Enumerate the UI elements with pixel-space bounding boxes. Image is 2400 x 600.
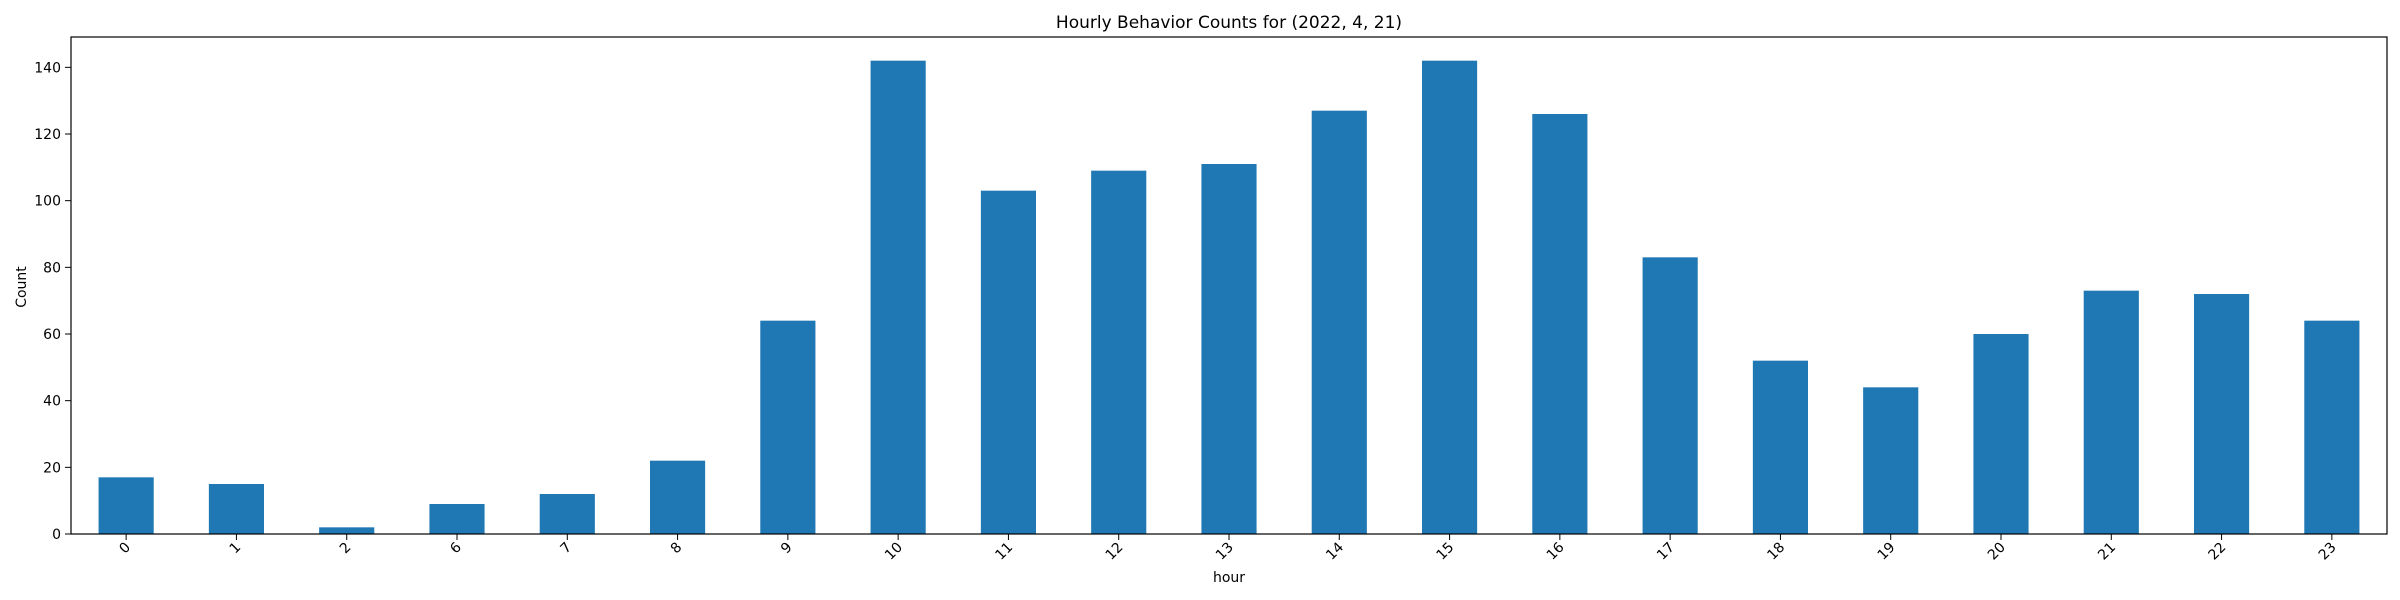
bar-18: [1752, 360, 1808, 534]
y-tick-label: 40: [43, 394, 61, 410]
bar-6: [429, 504, 485, 534]
x-tick-label: 14: [1323, 539, 1347, 563]
x-tick-label: 0: [116, 540, 134, 558]
bar-12: [1091, 170, 1147, 534]
bar-15: [1422, 60, 1478, 535]
y-axis-label: Count: [14, 266, 30, 308]
bar-21: [2083, 290, 2139, 534]
axes-frame: [70, 36, 2388, 535]
x-tick-label: 17: [1654, 540, 1678, 564]
bar-13: [1201, 164, 1257, 534]
x-tick-label: 22: [2205, 540, 2229, 564]
bar-2: [319, 527, 375, 534]
bar-17: [1642, 257, 1698, 534]
x-tick-label: 13: [1213, 540, 1237, 564]
x-tick-label: 8: [668, 540, 686, 558]
x-tick-label: 9: [778, 540, 796, 558]
bar-7: [539, 494, 595, 534]
x-tick-label: 15: [1433, 540, 1457, 564]
x-tick-label: 20: [1985, 540, 2009, 564]
bar-23: [2304, 320, 2360, 534]
x-axis-label: hour: [1213, 570, 1245, 586]
bar-11: [980, 190, 1036, 534]
x-tick-label: 11: [992, 540, 1016, 564]
x-tick-label: 6: [447, 539, 465, 557]
y-tick-label: 100: [34, 194, 61, 210]
y-tick-label: 60: [43, 327, 61, 343]
x-tick-label: 19: [1875, 540, 1899, 564]
bar-16: [1532, 114, 1588, 534]
bar-9: [760, 320, 816, 534]
chart-title: Hourly Behavior Counts for (2022, 4, 21): [1056, 13, 1402, 33]
bar-19: [1863, 387, 1919, 534]
x-tick-label: 23: [2316, 540, 2340, 564]
x-tick-label: 21: [2095, 540, 2119, 564]
y-tick-label: 140: [34, 60, 61, 76]
y-tick-label: 0: [52, 527, 61, 543]
bar-10: [870, 60, 926, 535]
x-tick-label: 10: [882, 540, 906, 564]
y-tick-label: 20: [43, 460, 61, 476]
x-tick-label: 1: [227, 540, 245, 558]
bar-22: [2194, 294, 2250, 534]
x-tick-label: 2: [337, 540, 355, 558]
x-tick-label: 16: [1544, 539, 1568, 563]
x-tick-label: 18: [1764, 540, 1788, 564]
y-tick-label: 80: [43, 260, 61, 276]
bar-14: [1311, 110, 1367, 535]
y-tick-label: 120: [34, 127, 61, 143]
bar-0: [98, 477, 154, 534]
bar-20: [1973, 334, 2029, 534]
bar-1: [208, 484, 264, 534]
x-tick-label: 7: [557, 540, 575, 558]
bar-8: [650, 460, 706, 534]
x-tick-label: 12: [1103, 540, 1127, 564]
